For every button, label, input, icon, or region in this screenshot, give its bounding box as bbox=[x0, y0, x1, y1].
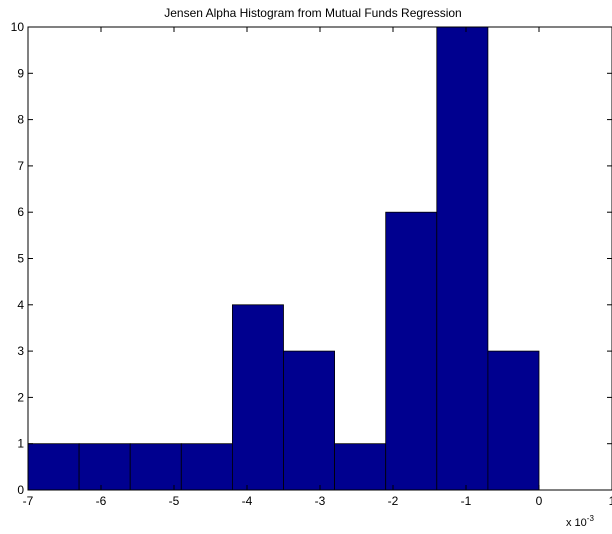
y-tick-label: 7 bbox=[17, 159, 24, 173]
histogram-bar bbox=[385, 211, 438, 491]
y-tick-label: 4 bbox=[17, 298, 24, 312]
x-tick-label: -7 bbox=[23, 494, 34, 508]
x-tick-label: -2 bbox=[388, 494, 399, 508]
histogram-bar bbox=[283, 350, 335, 491]
x-multiplier-base: x 10 bbox=[566, 517, 587, 529]
x-tick-label: -1 bbox=[461, 494, 472, 508]
x-tick-label: -4 bbox=[242, 494, 253, 508]
histogram-bar bbox=[129, 443, 182, 491]
x-tick-label: 1 bbox=[609, 494, 612, 508]
x-multiplier-exponent: -3 bbox=[587, 514, 595, 523]
bars-layer bbox=[27, 26, 540, 491]
histogram-bar bbox=[27, 443, 80, 491]
axes-box bbox=[27, 26, 612, 491]
x-axis-multiplier: x 10-3 bbox=[566, 514, 594, 529]
histogram-bar bbox=[487, 350, 540, 491]
x-tick-label: 0 bbox=[536, 494, 543, 508]
x-tick-label: -3 bbox=[315, 494, 326, 508]
histogram-bar bbox=[78, 443, 131, 491]
y-tick-label: 0 bbox=[17, 483, 24, 497]
y-tick-label: 10 bbox=[11, 20, 25, 34]
histogram-bar bbox=[180, 443, 233, 491]
y-tick-label: 3 bbox=[17, 344, 24, 358]
x-tick-label: -6 bbox=[96, 494, 107, 508]
y-tick-label: 1 bbox=[17, 437, 24, 451]
tick-labels-layer: -7-6-5-4-3-2-101012345678910 bbox=[11, 20, 612, 508]
y-tick-label: 5 bbox=[17, 252, 24, 266]
x-tick-label: -5 bbox=[169, 494, 180, 508]
histogram-bar bbox=[231, 304, 284, 491]
y-tick-label: 2 bbox=[17, 390, 24, 404]
y-tick-label: 8 bbox=[17, 113, 24, 127]
histogram-bar bbox=[436, 26, 489, 491]
y-tick-label: 9 bbox=[17, 66, 24, 80]
y-tick-label: 6 bbox=[17, 205, 24, 219]
histogram-bar bbox=[334, 443, 387, 491]
chart-title: Jensen Alpha Histogram from Mutual Funds… bbox=[164, 6, 461, 20]
